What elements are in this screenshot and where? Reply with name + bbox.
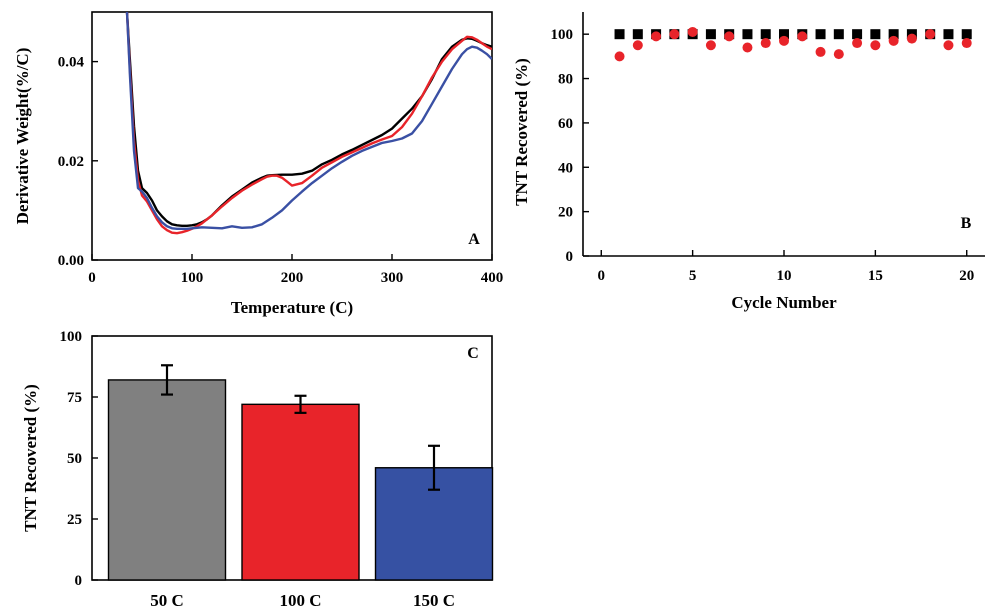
panel-b-square-point [705, 29, 716, 40]
panel-b-ticks: 0 5 10 15 20 0 20 40 60 80 100 [551, 27, 975, 284]
panel-a-x-label: Temperature (C) [231, 298, 353, 317]
panel-b-y-label: TNT Recovered (%) [512, 58, 531, 206]
panel-a-x-tick-label: 0 [88, 270, 96, 286]
panel-b-square-point [961, 29, 972, 40]
panel-c-y-tick-label: 50 [67, 451, 82, 467]
panel-a-series-black [125, 12, 492, 227]
panel-b-circle-point [815, 46, 826, 57]
panel-b-circle-point [870, 40, 881, 51]
panel-b-circle-point [852, 38, 863, 49]
panel-b-x-tick-label: 20 [959, 268, 974, 284]
panel-a-letter: A [468, 231, 480, 248]
panel-b-circle-point [669, 29, 680, 40]
panel-b-y-tick-label: 60 [558, 116, 573, 132]
panel-b-letter: B [961, 215, 972, 232]
panel-c-category-label: 150 C [413, 591, 455, 610]
panel-b-axes [582, 12, 985, 257]
panel-c-y-tick-label: 25 [67, 512, 82, 528]
panel-b-square-point [742, 29, 753, 40]
panel-b-square-point [760, 29, 771, 40]
panel-b-square-point [815, 29, 826, 40]
panel-c-y-tick-label: 0 [75, 573, 83, 589]
panel-a-y-label: Derivative Weight(%/C) [13, 48, 32, 225]
panel-b-circle-point [632, 40, 643, 51]
panel-a-ticks: 0 100 200 300 400 0.00 0.02 0.04 [58, 55, 504, 286]
panel-b-points [614, 26, 972, 62]
panel-b-x-label: Cycle Number [731, 293, 837, 312]
panel-c-y-label: TNT Recovered (%) [21, 384, 40, 532]
panel-a-x-tick-label: 400 [481, 270, 504, 286]
panel-a-x-tick-label: 300 [381, 270, 404, 286]
panel-a-series-red [125, 12, 492, 235]
panel-b-square-point [870, 29, 881, 40]
panel-b-circle-point [943, 40, 954, 51]
panel-b-y-tick-label: 40 [558, 160, 573, 176]
panel-b-circle-point [833, 49, 844, 60]
panel-b-y-tick-label: 100 [551, 27, 574, 43]
panel-c-letter: C [467, 345, 479, 362]
panel-b-circle-point [705, 40, 716, 51]
panel-b-x-tick-label: 5 [689, 268, 697, 284]
panel-c-category-label: 100 C [279, 591, 321, 610]
panel-b: 0 5 10 15 20 0 20 40 60 80 100 Cycle Number TNT Re… [512, 12, 985, 312]
panel-c-bars: 50 C 100 C 150 C [107, 364, 494, 610]
panel-b-circle-point [925, 29, 936, 40]
panel-b-x-tick-label: 15 [868, 268, 883, 284]
panel-b-square-point [888, 29, 899, 40]
panel-a-series-blue [125, 12, 492, 230]
panel-b-circle-point [724, 31, 735, 42]
panel-a-curves [125, 12, 492, 235]
panel-b-x-tick-label: 0 [598, 268, 606, 284]
panel-b-square-point [852, 29, 863, 40]
panel-b-x-tick-label: 10 [777, 268, 792, 284]
panel-c-category-label: 50 C [150, 591, 184, 610]
panel-a-y-tick-label: 0.02 [58, 154, 84, 170]
panel-b-circle-point [760, 38, 771, 49]
panel-c: 50 C 100 C 150 C 0 25 50 75 100 TNT Recovered … [21, 329, 494, 610]
panel-a-x-tick-label: 100 [181, 270, 204, 286]
panel-b-circle-point [651, 31, 662, 42]
panel-b-circle-point [906, 33, 917, 44]
panel-c-bar [107, 379, 227, 581]
panel-b-square-point [943, 29, 954, 40]
panel-a-x-tick-label: 200 [281, 270, 304, 286]
panel-c-y-tick-label: 100 [60, 329, 83, 345]
panel-b-square-point [632, 29, 643, 40]
panel-b-square-point [614, 29, 625, 40]
panel-a-plot-frame [91, 11, 493, 261]
panel-c-y-tick-label: 75 [67, 390, 82, 406]
panel-b-circle-point [779, 35, 789, 46]
panel-b-y-tick-label: 0 [566, 249, 574, 265]
panel-b-circle-point [687, 26, 698, 37]
panel-a-y-tick-label: 0.00 [58, 253, 84, 269]
panel-b-circle-point [888, 35, 899, 46]
panel-b-square-point [833, 29, 844, 40]
panel-b-circle-point [797, 31, 808, 42]
panel-a: 0 100 200 300 400 0.00 0.02 0.04 Temperature (C… [13, 11, 504, 317]
panel-b-circle-point [614, 51, 625, 62]
panel-b-square-point [779, 29, 789, 40]
panel-b-circle-point [742, 42, 753, 53]
panel-c-ticks: 0 25 50 75 100 [60, 329, 98, 589]
panel-b-y-tick-label: 80 [558, 72, 573, 88]
panel-a-y-tick-label: 0.04 [58, 55, 85, 71]
panel-b-circle-point [961, 38, 972, 49]
panel-b-y-tick-label: 20 [558, 205, 573, 221]
panel-c-bar [241, 403, 360, 581]
